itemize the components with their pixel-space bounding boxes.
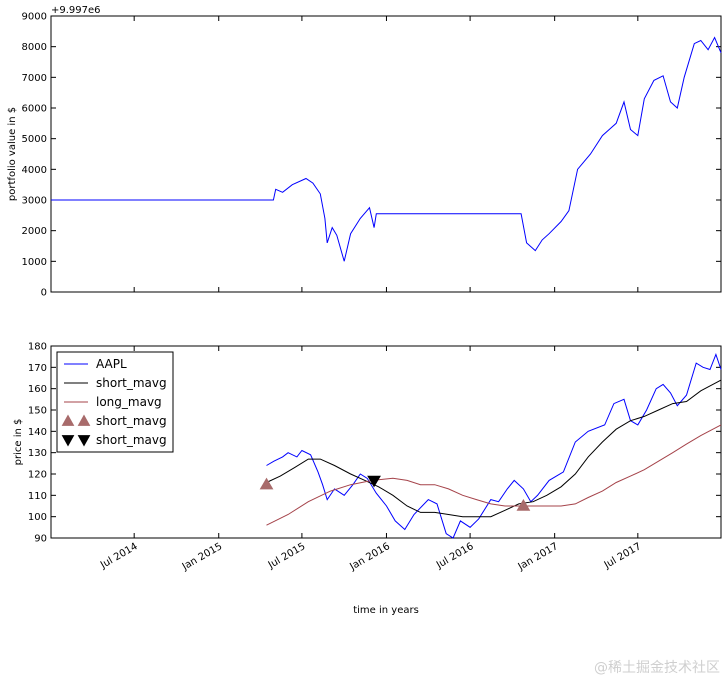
portfolio-x-ticks xyxy=(133,16,639,292)
portfolio-y-axis-label: portfolio value in $ xyxy=(7,107,18,201)
legend-marker-swatch xyxy=(77,435,91,447)
series-portfolio-value-line xyxy=(51,36,722,262)
portfolio-y-tick-label: 8000 xyxy=(22,42,47,53)
portfolio-offset-label: +9.997e6 xyxy=(51,5,101,16)
price-y-tick-label: 170 xyxy=(28,363,47,374)
legend-marker-swatch xyxy=(61,435,75,447)
legend-label: short_mavg xyxy=(96,433,167,447)
legend-marker-swatch xyxy=(77,414,91,426)
portfolio-y-tick-label: 1000 xyxy=(22,257,47,268)
sell-marker xyxy=(367,475,381,488)
price-y-tick-label: 100 xyxy=(28,512,47,523)
portfolio-y-tick-label: 4000 xyxy=(22,165,47,176)
portfolio-y-tick-label: 7000 xyxy=(22,73,47,84)
series-short-mavg-line xyxy=(266,379,722,518)
series-AAPL-line xyxy=(266,353,722,539)
price-y-ticks: 90 100 110 120 130 140 150 160 170 180 xyxy=(28,342,721,545)
portfolio-series xyxy=(51,36,722,262)
portfolio-y-tick-label: 6000 xyxy=(22,104,47,115)
legend-label: short_mavg xyxy=(96,414,167,428)
legend-label: long_mavg xyxy=(96,395,162,409)
x-tick-label: Jul 2014 xyxy=(98,541,140,571)
price-y-tick-label: 90 xyxy=(34,534,47,545)
x-tick-label: Jan 2015 xyxy=(180,541,225,573)
legend-marker-swatch xyxy=(61,414,75,426)
price-series xyxy=(266,353,722,539)
x-axis-label: time in years xyxy=(353,605,419,616)
price-y-tick-label: 160 xyxy=(28,384,47,395)
price-x-ticks: Jul 2014 Jan 2015 Jul 2015 Jan 2016 Jul 2016… xyxy=(98,346,643,573)
x-tick-label: Jul 2017 xyxy=(602,541,644,571)
portfolio-y-ticks: 0 1000 2000 3000 4000 5000 6000 7000 8000 9000 xyxy=(22,12,721,299)
legend-label: short_mavg xyxy=(96,376,167,390)
price-y-tick-label: 150 xyxy=(28,406,47,417)
portfolio-panel: 0 1000 2000 3000 4000 5000 6000 7000 8000 9000 +9… xyxy=(7,5,722,299)
series-long-mavg-line xyxy=(266,424,722,526)
x-tick-label: Jan 2016 xyxy=(347,541,392,573)
buy-marker xyxy=(516,499,531,511)
x-tick-label: Jul 2016 xyxy=(434,541,476,571)
x-tick-label: Jan 2017 xyxy=(516,541,561,573)
price-y-tick-label: 130 xyxy=(28,448,47,459)
buy-marker xyxy=(259,477,274,490)
price-y-tick-label: 120 xyxy=(28,470,47,481)
portfolio-y-tick-label: 0 xyxy=(41,288,47,299)
legend-label: AAPL xyxy=(96,357,127,371)
portfolio-y-tick-label: 2000 xyxy=(22,226,47,237)
portfolio-y-tick-label: 3000 xyxy=(22,196,47,207)
legend: AAPL short_mavg long_mavg short_mavg short_m… xyxy=(56,351,174,453)
price-panel: 90 100 110 120 130 140 150 160 170 180 Jul 2014 Ja… xyxy=(13,342,722,616)
price-y-tick-label: 180 xyxy=(28,342,47,353)
price-y-axis-label: price in $ xyxy=(13,419,24,466)
x-tick-label: Jul 2015 xyxy=(266,541,308,571)
portfolio-y-tick-label: 9000 xyxy=(22,12,47,23)
price-y-tick-label: 140 xyxy=(28,427,47,438)
crossover-markers xyxy=(259,475,531,511)
portfolio-axes-frame xyxy=(50,15,722,293)
legend-entries: AAPL short_mavg long_mavg short_mavg short_m… xyxy=(61,357,167,447)
watermark: @稀土掘金技术社区 xyxy=(594,660,720,676)
portfolio-y-tick-label: 5000 xyxy=(22,134,47,145)
price-y-tick-label: 110 xyxy=(28,491,47,502)
